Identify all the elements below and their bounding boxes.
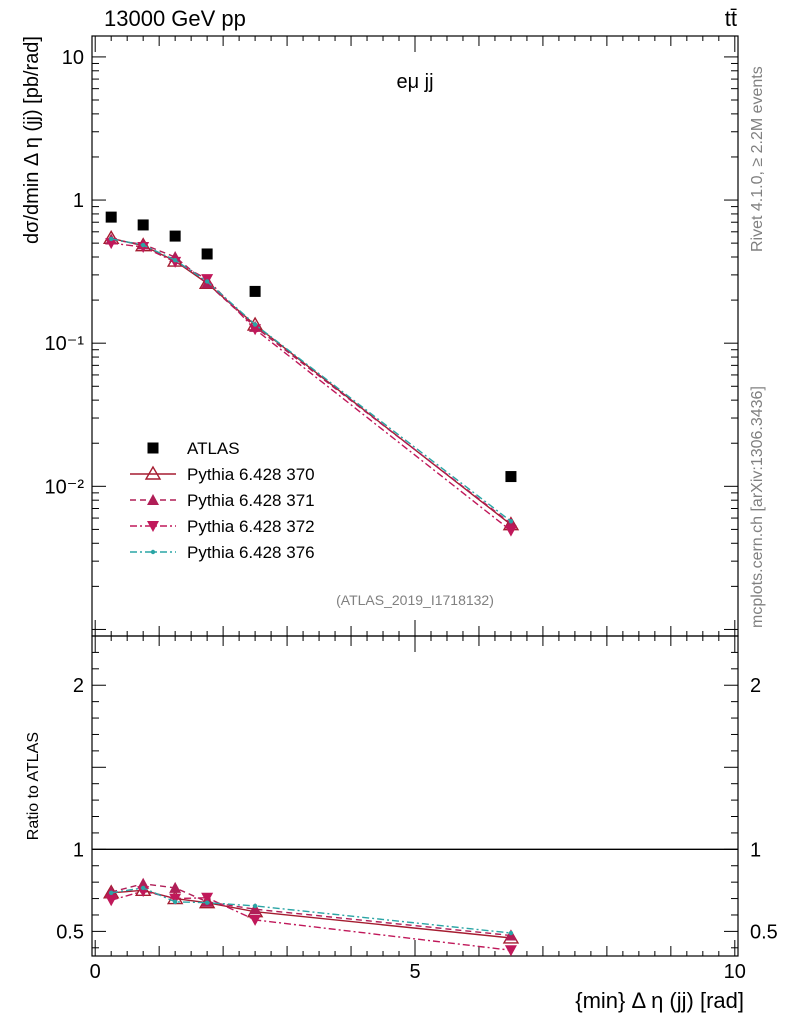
ratio-panel-frame (91, 635, 739, 957)
series-line-3 (111, 242, 512, 532)
ratio-point-s2-4 (249, 914, 262, 926)
data-point-s0-4 (249, 285, 261, 297)
ratio-y-tick-label: 1 (73, 839, 84, 861)
ratio-point-s2-5 (504, 945, 517, 957)
data-point-s0-3 (201, 248, 213, 260)
legend-marker-4 (150, 549, 156, 555)
data-point-s4-3 (204, 279, 210, 284)
ratio-point-s0-3 (198, 894, 216, 909)
ratio-point-s2-3 (201, 892, 214, 904)
data-point-s3-1 (137, 241, 150, 253)
ratio-line-1 (111, 883, 512, 937)
ratio-series-group (102, 877, 520, 957)
y-tick-label: 10⁻¹ (45, 333, 85, 355)
header-right-label: tt̄ (725, 6, 737, 31)
main-axis-ticks: 10 1 10⁻¹ 10⁻² (45, 36, 738, 652)
ratio-y-tick-label-right: 2 (750, 675, 761, 697)
series-line-1 (111, 237, 512, 526)
ratio-y-axis-label: Ratio to ATLAS (25, 732, 42, 840)
data-point-s4-4 (252, 322, 258, 327)
data-point-s0-5 (505, 471, 517, 483)
ratio-point-s2-0 (105, 895, 118, 907)
data-point-s3-4 (249, 324, 262, 336)
x-axis-label: {min} Δ η (jj) [rad] (575, 988, 744, 1013)
x-tick-label: 5 (409, 961, 420, 983)
ratio-point-s1-4 (249, 903, 262, 915)
y-tick-label: 1 (73, 190, 84, 212)
ratio-y-tick-label-right: 1 (750, 839, 761, 861)
analysis-label: (ATLAS_2019_I1718132) (336, 592, 494, 608)
data-point-s4-5 (508, 519, 514, 524)
y-tick-label: 10⁻² (45, 476, 85, 498)
data-point-s0-2 (169, 230, 181, 242)
y-tick-label: 10 (62, 47, 84, 69)
legend-label-3: Pythia 6.428 372 (187, 517, 315, 536)
legend-marker-1 (144, 465, 162, 480)
main-series-group (102, 211, 520, 537)
ratio-point-s3-4 (252, 903, 258, 909)
legend-label-2: Pythia 6.428 371 (187, 491, 315, 510)
header-left-label: 13000 GeV pp (104, 6, 246, 31)
data-point-s3-0 (105, 238, 118, 250)
x-tick-label: 0 (90, 961, 101, 983)
ratio-point-s3-0 (108, 890, 114, 896)
data-point-s0-1 (137, 219, 149, 231)
legend-label-1: Pythia 6.428 370 (187, 465, 315, 484)
ratio-point-s1-1 (137, 877, 150, 889)
ratio-y-tick-label: 0.5 (56, 921, 84, 943)
ratio-point-s3-5 (508, 930, 514, 936)
ratio-line-0 (111, 889, 512, 939)
x-tick-label: 10 (724, 961, 746, 983)
data-point-s4-0 (108, 236, 114, 242)
data-point-s4-2 (172, 257, 178, 263)
legend-marker-3 (147, 521, 159, 532)
legend-marker-2 (147, 494, 159, 505)
data-point-s0-0 (105, 211, 117, 223)
ratio-y-tick-label-right: 0.5 (750, 921, 778, 943)
ratio-point-s3-1 (140, 885, 146, 891)
legend: ATLAS Pythia 6.428 370 Pythia 6.428 371 Pyt… (130, 439, 315, 562)
ratio-point-s1-2 (169, 881, 182, 893)
legend-label-4: Pythia 6.428 376 (187, 543, 315, 562)
data-point-s3-5 (504, 525, 517, 537)
data-point-s4-1 (140, 242, 146, 248)
mcplots-label: mcplots.cern.ch [arXiv:1306.3436] (749, 386, 766, 628)
ratio-point-s2-2 (169, 893, 182, 905)
main-y-axis-label: dσ/dmin Δ η (jj) [pb/rad] (21, 36, 43, 244)
legend-label-0: ATLAS (187, 439, 240, 458)
ratio-point-s3-2 (172, 899, 178, 905)
ratio-y-tick-label: 2 (73, 675, 84, 697)
plot-title: eμ jj (396, 71, 433, 93)
rivet-version-label: Rivet 4.1.0, ≥ 2.2M events (749, 66, 766, 252)
ratio-point-s3-3 (204, 900, 210, 905)
legend-marker-0 (147, 442, 159, 454)
ratio-axis-ticks: 0 5 100.5 0.51 12 2 (56, 635, 778, 983)
ratio-line-3 (111, 887, 512, 934)
